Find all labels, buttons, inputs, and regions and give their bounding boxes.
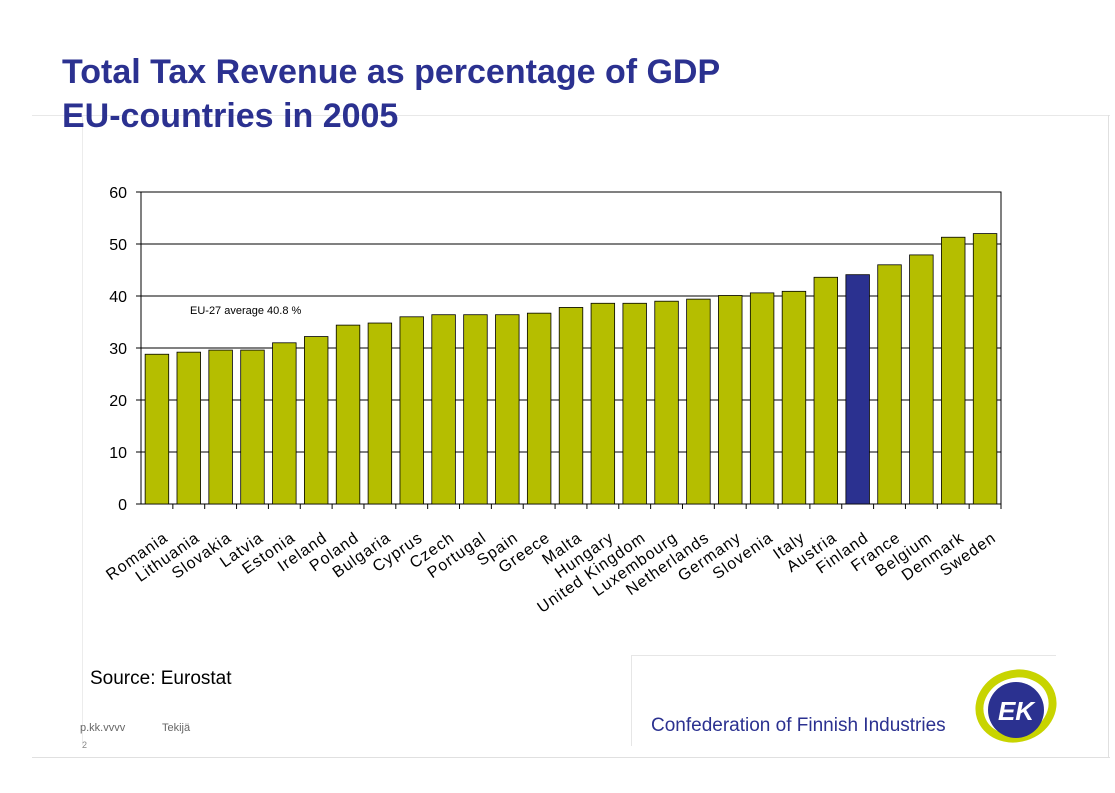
y-tick-label: 50 bbox=[109, 237, 127, 254]
bar bbox=[144, 353, 170, 505]
frame-line-bottom bbox=[32, 757, 1110, 758]
y-tick-label: 0 bbox=[118, 497, 127, 514]
ek-logo-icon: EK bbox=[975, 669, 1057, 743]
y-tick-label: 10 bbox=[109, 445, 127, 462]
footer-mark: 2 bbox=[82, 740, 88, 750]
title-line-1: Total Tax Revenue as percentage of GDP bbox=[62, 53, 721, 91]
bar bbox=[208, 349, 233, 505]
y-tick-label: 20 bbox=[109, 393, 127, 410]
bar bbox=[431, 314, 456, 505]
bar bbox=[813, 276, 838, 505]
logo-mark: EK bbox=[998, 696, 1036, 726]
y-tick-label: 30 bbox=[109, 341, 127, 358]
bar bbox=[941, 236, 966, 505]
frame-line-right bbox=[1108, 115, 1109, 757]
bar bbox=[909, 254, 934, 505]
bar bbox=[654, 300, 679, 505]
frame-line-left bbox=[82, 115, 83, 745]
y-tick-label: 60 bbox=[109, 185, 127, 202]
logo-ring bbox=[975, 669, 1057, 743]
bar bbox=[367, 322, 393, 505]
bar bbox=[526, 312, 552, 505]
logo-disc bbox=[988, 682, 1044, 738]
bar bbox=[622, 302, 647, 505]
bar bbox=[303, 336, 329, 505]
bar bbox=[558, 307, 584, 505]
bar bbox=[399, 316, 424, 505]
bar bbox=[176, 351, 201, 505]
bar bbox=[972, 233, 998, 505]
logo-text: Confederation of Finnish Industries bbox=[651, 715, 946, 736]
bar bbox=[749, 292, 775, 505]
bar-chart: 0102030405060RomaniaLithuaniaSlovakiaLat… bbox=[103, 185, 1002, 617]
bar bbox=[845, 274, 870, 505]
source-note: Source: Eurostat bbox=[90, 668, 232, 689]
logo-box bbox=[631, 655, 1056, 746]
average-annotation: EU-27 average 40.8 % bbox=[190, 305, 302, 317]
bar bbox=[463, 314, 488, 505]
bar bbox=[877, 264, 902, 505]
page-title: Total Tax Revenue as percentage of GDP E… bbox=[62, 50, 720, 138]
frame-line-top bbox=[32, 115, 1110, 116]
bar bbox=[781, 290, 807, 505]
title-line-2: EU-countries in 2005 bbox=[62, 97, 399, 135]
bar bbox=[240, 349, 265, 505]
footer-author: Tekijä bbox=[162, 722, 191, 734]
y-tick-label: 40 bbox=[109, 289, 127, 306]
bar bbox=[686, 298, 711, 505]
footer-date: p.kk.vvvv bbox=[80, 722, 126, 734]
bar bbox=[272, 342, 297, 505]
bar bbox=[590, 302, 616, 505]
bar bbox=[335, 324, 361, 505]
bar bbox=[718, 295, 743, 505]
bar bbox=[495, 314, 520, 505]
